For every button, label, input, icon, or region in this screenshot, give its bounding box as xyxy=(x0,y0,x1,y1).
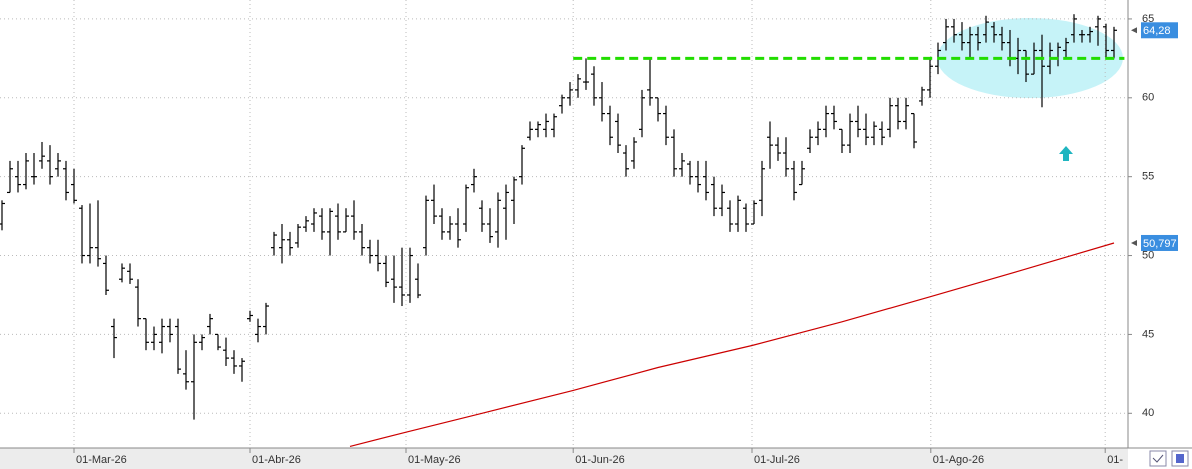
zoom-glyph xyxy=(1152,454,1164,463)
x-tick-label: 01-May-26 xyxy=(408,454,461,466)
zoom-icon[interactable] xyxy=(1149,450,1167,467)
last-value-pointer xyxy=(1131,27,1137,34)
up-arrow-icon xyxy=(1059,146,1073,161)
y-tick-label: 40 xyxy=(1142,407,1154,419)
save-glyph xyxy=(1176,454,1184,463)
last-value-pointer xyxy=(1131,239,1137,246)
last-value-box xyxy=(1141,234,1178,251)
x-tick-label: 01- xyxy=(1107,454,1123,466)
last-value-box xyxy=(1141,22,1178,39)
last-value-label: 50,797 xyxy=(1143,238,1177,250)
x-tick-label: 01-Ago-26 xyxy=(933,454,984,466)
y-tick-label: 55 xyxy=(1142,171,1154,183)
y-tick-label: 45 xyxy=(1142,328,1154,340)
x-tick-label: 01-Mar-26 xyxy=(76,454,127,466)
y-axis-band xyxy=(1128,0,1192,469)
y-tick-label: 65 xyxy=(1142,13,1154,25)
last-value-label: 64,28 xyxy=(1143,25,1171,37)
x-tick-label: 01-Jun-26 xyxy=(575,454,625,466)
x-tick-label: 01-Jul-26 xyxy=(754,454,800,466)
x-tick-label: 01-Abr-26 xyxy=(252,454,301,466)
y-tick-label: 50 xyxy=(1142,249,1154,261)
moving-average-line xyxy=(349,242,1115,447)
x-axis-band xyxy=(0,448,1192,469)
y-tick-label: 60 xyxy=(1142,92,1154,104)
